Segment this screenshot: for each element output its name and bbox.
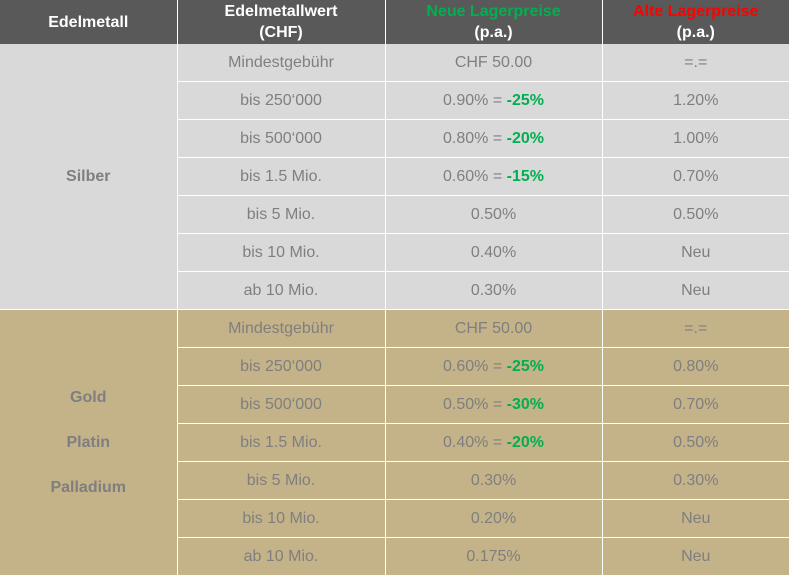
new-price-cell: 0.50%	[385, 196, 602, 234]
price-change: -20%	[507, 130, 544, 147]
new-price-cell: 0.175%	[385, 538, 602, 576]
new-price-value: 0.20%	[471, 510, 516, 527]
value-range-cell: bis 250‘000	[177, 82, 385, 120]
new-price-value: 0.40%	[471, 244, 516, 261]
old-price-cell: Neu	[602, 500, 789, 538]
header-alte-lagerpreise-label: Alte Lagerpreise	[603, 1, 789, 22]
new-price-value: 0.80% =	[443, 130, 507, 147]
header-neue-lagerpreise: Neue Lagerpreise (p.a.)	[385, 0, 602, 44]
value-range-cell: bis 5 Mio.	[177, 462, 385, 500]
new-price-value: 0.90% =	[443, 92, 507, 109]
value-range-cell: Mindestgebühr	[177, 44, 385, 82]
new-price-cell: 0.60% = -15%	[385, 158, 602, 196]
price-change: -15%	[507, 168, 544, 185]
new-price-value: CHF 50.00	[455, 54, 532, 71]
new-price-cell: 0.20%	[385, 500, 602, 538]
new-price-value: 0.60% =	[443, 168, 507, 185]
value-range-cell: ab 10 Mio.	[177, 538, 385, 576]
new-price-cell: CHF 50.00	[385, 44, 602, 82]
header-row: Edelmetall Edelmetallwert (CHF) Neue Lag…	[0, 0, 789, 44]
price-change: -20%	[507, 434, 544, 451]
value-range-cell: bis 10 Mio.	[177, 500, 385, 538]
new-price-cell: 0.30%	[385, 272, 602, 310]
value-range-cell: bis 1.5 Mio.	[177, 158, 385, 196]
old-price-cell: 0.30%	[602, 462, 789, 500]
old-price-cell: Neu	[602, 272, 789, 310]
old-price-cell: 1.00%	[602, 120, 789, 158]
new-price-value: 0.175%	[466, 548, 520, 565]
old-price-cell: =.=	[602, 310, 789, 348]
old-price-cell: =.=	[602, 44, 789, 82]
gold-metal-cell: Gold Platin Palladium	[0, 310, 177, 576]
new-price-cell: 0.40%	[385, 234, 602, 272]
metal-name: Palladium	[0, 479, 177, 497]
new-price-cell: 0.30%	[385, 462, 602, 500]
value-range-cell: ab 10 Mio.	[177, 272, 385, 310]
header-edelmetallwert: Edelmetallwert (CHF)	[177, 0, 385, 44]
price-change: -25%	[507, 92, 544, 109]
header-edelmetallwert-label: Edelmetallwert	[178, 1, 385, 22]
old-price-cell: 0.70%	[602, 158, 789, 196]
header-edelmetall: Edelmetall	[0, 0, 177, 44]
new-price-cell: 0.50% = -30%	[385, 386, 602, 424]
price-change: -25%	[507, 358, 544, 375]
new-price-value: 0.60% =	[443, 358, 507, 375]
new-price-value: CHF 50.00	[455, 320, 532, 337]
new-price-cell: CHF 50.00	[385, 310, 602, 348]
metal-name: Platin	[0, 434, 177, 452]
new-price-value: 0.30%	[471, 282, 516, 299]
new-price-value: 0.30%	[471, 472, 516, 489]
new-price-value: 0.50% =	[443, 396, 507, 413]
new-price-cell: 0.90% = -25%	[385, 82, 602, 120]
old-price-cell: Neu	[602, 234, 789, 272]
table-body: Silber Mindestgebühr CHF 50.00 =.= bis 250‘0…	[0, 44, 789, 576]
header-alte-lagerpreise-unit: (p.a.)	[603, 22, 789, 43]
header-neue-lagerpreise-label: Neue Lagerpreise	[386, 1, 602, 22]
old-price-cell: 0.70%	[602, 386, 789, 424]
header-edelmetall-label: Edelmetall	[0, 12, 177, 33]
old-price-cell: 0.50%	[602, 196, 789, 234]
old-price-cell: 0.50%	[602, 424, 789, 462]
old-price-cell: 0.80%	[602, 348, 789, 386]
header-neue-lagerpreise-unit: (p.a.)	[386, 22, 602, 43]
metal-name: Gold	[0, 389, 177, 407]
value-range-cell: bis 1.5 Mio.	[177, 424, 385, 462]
old-price-cell: 1.20%	[602, 82, 789, 120]
header-edelmetallwert-unit: (CHF)	[178, 22, 385, 43]
silver-metal-cell: Silber	[0, 44, 177, 310]
value-range-cell: bis 5 Mio.	[177, 196, 385, 234]
value-range-cell: bis 500‘000	[177, 120, 385, 158]
value-range-cell: bis 10 Mio.	[177, 234, 385, 272]
new-price-cell: 0.80% = -20%	[385, 120, 602, 158]
old-price-cell: Neu	[602, 538, 789, 576]
value-range-cell: bis 250‘000	[177, 348, 385, 386]
new-price-cell: 0.40% = -20%	[385, 424, 602, 462]
new-price-value: 0.40% =	[443, 434, 507, 451]
value-range-cell: bis 500‘000	[177, 386, 385, 424]
price-change: -30%	[507, 396, 544, 413]
value-range-cell: Mindestgebühr	[177, 310, 385, 348]
header-alte-lagerpreise: Alte Lagerpreise (p.a.)	[602, 0, 789, 44]
metal-name: Silber	[0, 168, 177, 186]
new-price-value: 0.50%	[471, 206, 516, 223]
new-price-cell: 0.60% = -25%	[385, 348, 602, 386]
